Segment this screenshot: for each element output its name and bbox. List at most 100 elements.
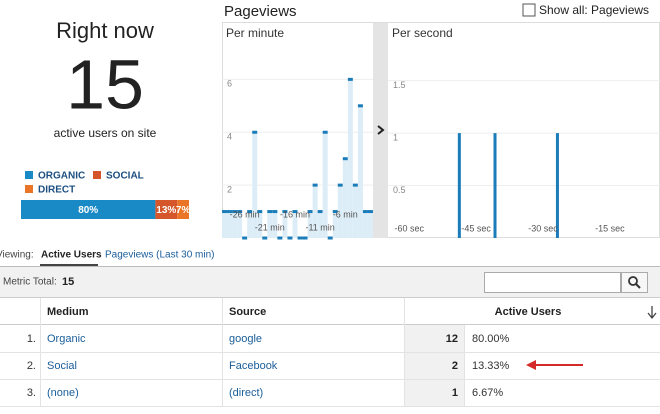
bar — [322, 132, 328, 238]
bar-cap — [367, 210, 373, 214]
overview-caption: active users on site — [54, 126, 157, 140]
bar-cap — [222, 210, 228, 214]
bar-cap — [292, 210, 298, 214]
share-label: 80% — [78, 205, 98, 216]
bar — [332, 211, 338, 238]
search-box[interactable] — [484, 272, 621, 293]
bar — [252, 132, 258, 238]
users-column-bg — [405, 325, 464, 406]
tab-active-users[interactable]: Active Users — [41, 250, 102, 261]
legend-label: DIRECT — [38, 185, 75, 196]
bar-cap — [232, 210, 238, 214]
row-rank: 3. — [27, 387, 36, 399]
bar — [292, 211, 298, 238]
bar-cap — [312, 183, 318, 187]
metric-total-label: Metric Total: — [3, 277, 57, 288]
bar-cap — [257, 210, 263, 214]
y-tick-label: 2 — [227, 184, 232, 194]
bar — [362, 211, 368, 238]
bar — [247, 211, 253, 238]
legend-label: ORGANIC — [38, 171, 85, 182]
bar-cap — [282, 210, 288, 214]
tab-pageviews[interactable]: Pageviews (Last 30 min) — [105, 250, 215, 261]
x-tick-label: -30 sec — [528, 223, 558, 233]
viewing-label: Viewing: — [0, 250, 34, 261]
row-users: 2 — [452, 360, 458, 372]
bar-cap — [327, 236, 333, 240]
legend-swatch — [25, 171, 33, 179]
overview-title: Right now — [56, 18, 154, 43]
bar — [257, 211, 263, 238]
bar — [232, 211, 238, 238]
column-header[interactable]: Medium — [47, 306, 89, 318]
bar-cap — [252, 130, 258, 134]
column-header[interactable]: Active Users — [495, 306, 562, 318]
row-medium[interactable]: Social — [47, 360, 77, 372]
y-tick-label: 1.5 — [393, 80, 406, 90]
annotation-arrowhead — [526, 360, 536, 370]
column-header[interactable]: Source — [229, 306, 266, 318]
bar — [272, 211, 278, 238]
x-tick-label: -21 min — [255, 222, 285, 232]
share-label: 7% — [176, 205, 191, 216]
share-label: 13% — [156, 205, 176, 216]
search-icon — [635, 283, 641, 289]
row-rank: 2. — [27, 360, 36, 372]
show-all-label[interactable]: Show all: Pageviews — [539, 3, 649, 17]
search-button[interactable] — [621, 272, 648, 293]
expand-arrow[interactable] — [377, 125, 385, 135]
bar — [267, 211, 273, 238]
y-tick-label: 1 — [393, 132, 398, 142]
bar — [357, 105, 363, 238]
search-icon — [628, 276, 638, 286]
x-tick-label: -60 sec — [394, 223, 424, 233]
bar-cap — [237, 210, 243, 214]
bar — [237, 211, 243, 238]
x-tick-label: -6 min — [333, 209, 358, 219]
bar — [337, 185, 343, 238]
y-tick-label: 0.5 — [393, 185, 406, 195]
bar-cap — [337, 183, 343, 187]
bar-cap — [247, 210, 253, 214]
chart-divider — [373, 23, 388, 238]
x-tick-label: -15 sec — [595, 223, 625, 233]
legend-swatch — [93, 171, 101, 179]
bar-cap — [357, 104, 363, 108]
y-tick-label: 6 — [227, 79, 232, 89]
bar-cap — [242, 236, 248, 240]
bar-cap — [277, 236, 283, 240]
bar-cap — [307, 210, 313, 214]
row-source[interactable]: (direct) — [229, 387, 263, 399]
bar — [312, 185, 318, 238]
bar-cap — [227, 210, 233, 214]
bar-cap — [267, 210, 273, 214]
row-medium[interactable]: (none) — [47, 387, 79, 399]
bar — [222, 211, 228, 238]
bar-cap — [297, 236, 303, 240]
row-percent: 6.67% — [472, 387, 503, 399]
bar-cap — [322, 130, 328, 134]
bar — [347, 79, 353, 238]
bar-cap — [342, 157, 348, 161]
data-table: Medium Source Active Users 1. Organic goog… — [0, 297, 660, 407]
row-users: 12 — [446, 333, 458, 345]
bar — [342, 158, 348, 238]
show-all-checkbox[interactable] — [522, 3, 536, 17]
charts: 80% ORGANIC 13% SOCIAL 7% DIRECT Per minute 2 4 6… — [21, 26, 660, 240]
bar-cap — [332, 210, 338, 214]
bar — [493, 133, 497, 238]
row-source[interactable]: Facebook — [229, 360, 278, 372]
y-tick-label: 4 — [227, 132, 232, 142]
bar — [282, 211, 288, 238]
bar-cap — [347, 77, 353, 81]
bar-cap — [317, 210, 323, 214]
share-segment — [177, 200, 189, 219]
row-medium[interactable]: Organic — [47, 333, 86, 345]
row-source[interactable]: google — [229, 333, 262, 345]
row-rank: 1. — [27, 333, 36, 345]
sort-arrow[interactable] — [647, 306, 657, 320]
bar-cap — [302, 236, 308, 240]
bar-cap — [272, 210, 278, 214]
x-tick-label: -16 min — [280, 209, 310, 219]
